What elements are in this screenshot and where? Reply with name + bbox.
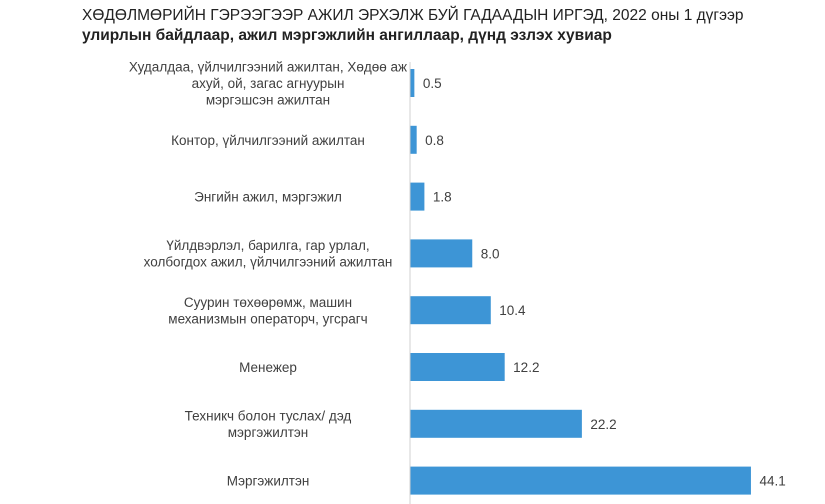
data-label: 1.8 — [433, 190, 452, 205]
chart-title-line1: ХӨДӨЛМӨРИЙН ГЭРЭЭГЭЭР АЖИЛ ЭРХЭЛЖ БУЙ ГА… — [82, 7, 744, 24]
bar — [410, 296, 491, 325]
category-label: Контор, үйлчилгээний ажилтан — [171, 133, 365, 148]
chart-title: ХӨДӨЛМӨРИЙН ГЭРЭЭГЭЭР АЖИЛ ЭРХЭЛЖ БУЙ ГА… — [82, 6, 812, 46]
bar — [410, 69, 415, 97]
bar — [410, 125, 417, 154]
data-label: 0.8 — [425, 133, 444, 148]
data-label: 44.1 — [759, 474, 785, 489]
data-label: 22.2 — [590, 417, 616, 432]
chart-subtitle: улирлын байдлаар, ажил мэргэжлийн ангилл… — [82, 27, 612, 44]
category-label: Менежер — [239, 360, 297, 375]
category-label: Мэргэжилтэн — [227, 474, 310, 489]
bar — [410, 466, 751, 495]
bar — [410, 239, 473, 268]
category-label: Техникч болон туслах/ дэд мэргэжилтэн — [185, 409, 352, 441]
data-label: 8.0 — [481, 246, 500, 261]
bar — [410, 353, 505, 381]
category-label: Худалдаа, үйлчилгээний ажилтан, Хөдөө аж… — [129, 60, 407, 108]
data-label: 0.5 — [423, 76, 442, 91]
data-label: 10.4 — [499, 303, 526, 318]
bar — [410, 409, 582, 438]
data-label: 12.2 — [513, 360, 539, 375]
category-label: Үйлдвэрлэл, барилга, гар урлал, холбогдох… — [144, 238, 393, 270]
category-label: Энгийн ажил, мэргэжил — [194, 190, 342, 205]
category-label: Суурин төхөөрөмж, машин механизмын операт… — [168, 295, 367, 327]
bar — [410, 182, 425, 211]
